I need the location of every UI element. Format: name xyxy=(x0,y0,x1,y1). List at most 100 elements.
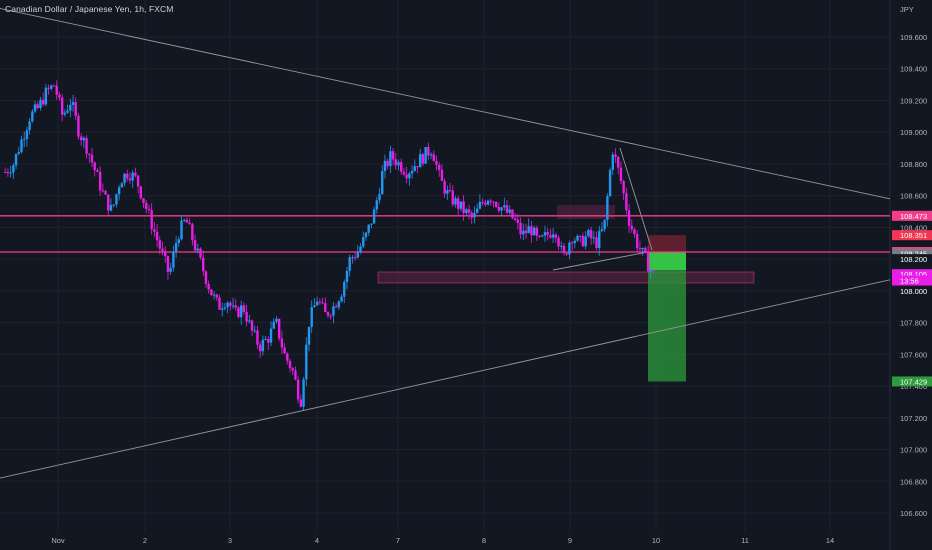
candle-body xyxy=(386,160,389,167)
candle-body xyxy=(446,190,449,194)
candle-body xyxy=(117,187,121,195)
candle-body xyxy=(313,305,316,308)
y-tick-label: 107.400 xyxy=(900,382,927,391)
candle-body xyxy=(448,190,452,192)
price-badge-label: 107.429 xyxy=(900,377,927,386)
candle-body xyxy=(429,154,433,156)
candle-body xyxy=(134,172,137,176)
candle-body xyxy=(456,198,460,209)
candle-body xyxy=(478,201,482,209)
y-tick-label: 107.000 xyxy=(900,446,927,455)
y-tick-label: 108.800 xyxy=(900,160,927,169)
candle-body xyxy=(600,229,604,231)
candle-body xyxy=(280,338,284,348)
candle-body xyxy=(55,85,58,95)
candle-body xyxy=(337,301,341,308)
currency-label: JPY xyxy=(900,5,914,14)
x-tick-label: 4 xyxy=(315,536,319,545)
stop-loss-zone xyxy=(648,235,686,252)
candle-body xyxy=(60,97,64,115)
candle-body xyxy=(627,210,631,226)
candle-body xyxy=(617,156,620,168)
candle-body xyxy=(652,270,655,272)
x-tick-label: 3 xyxy=(228,536,232,545)
candle-body xyxy=(44,87,48,105)
candle-body xyxy=(275,318,278,322)
candle-body xyxy=(443,180,446,194)
candle-body xyxy=(522,230,525,235)
candle-body xyxy=(646,252,650,272)
price-badge xyxy=(892,230,932,241)
price-badge-label: 108.105 xyxy=(900,270,927,279)
take-profit-zone xyxy=(648,251,686,382)
candle-body xyxy=(277,318,281,339)
candle-body xyxy=(370,223,373,225)
candle-body xyxy=(20,139,23,153)
candle-body xyxy=(535,227,539,236)
candle-body xyxy=(12,165,15,173)
x-tick-label: 9 xyxy=(568,536,572,545)
candle-body xyxy=(109,205,113,211)
x-tick-label: 7 xyxy=(396,536,400,545)
candle-body xyxy=(296,379,300,400)
candle-body xyxy=(405,174,408,179)
candle-body xyxy=(459,201,463,209)
candle-body xyxy=(432,154,435,162)
candle-body xyxy=(245,312,248,322)
candle-body xyxy=(212,294,216,296)
candle-body xyxy=(88,153,91,155)
candle-body xyxy=(562,245,566,254)
candle-body xyxy=(158,240,162,249)
candle-body xyxy=(204,271,208,284)
candle-body xyxy=(66,110,69,113)
candle-body xyxy=(150,210,153,230)
candle-body xyxy=(218,297,221,310)
candle-body xyxy=(630,225,633,230)
candle-body xyxy=(202,257,205,272)
y-tick-label: 109.400 xyxy=(900,65,927,74)
candle-body xyxy=(17,152,20,155)
candle-body xyxy=(136,175,140,187)
candle-body xyxy=(364,232,368,238)
candle-body xyxy=(581,235,585,247)
candle-body xyxy=(36,104,39,108)
candle-body xyxy=(98,171,102,191)
candle-body xyxy=(237,307,240,318)
x-tick-label: Nov xyxy=(51,536,65,545)
price-badge xyxy=(892,269,932,280)
candle-body xyxy=(147,208,151,211)
candle-body xyxy=(633,229,636,235)
candle-body xyxy=(63,112,67,115)
price-badge xyxy=(892,275,932,286)
price-badge xyxy=(892,254,932,265)
y-tick-label: 109.600 xyxy=(900,33,927,42)
candle-body xyxy=(74,102,77,116)
candle-body xyxy=(256,330,259,345)
price-badge xyxy=(892,210,932,221)
candle-body xyxy=(391,151,395,160)
candle-body xyxy=(183,219,186,221)
candle-body xyxy=(410,170,414,174)
candle-body xyxy=(96,170,99,172)
candle-body xyxy=(229,302,232,306)
candle-body xyxy=(435,161,438,165)
candle-body xyxy=(438,164,441,170)
candle-body xyxy=(394,159,397,166)
candle-body xyxy=(104,190,107,195)
candle-body xyxy=(155,231,159,241)
candle-body xyxy=(193,240,197,251)
candle-body xyxy=(215,294,218,298)
candle-body xyxy=(592,237,596,239)
candle-body xyxy=(242,305,246,313)
candle-body xyxy=(573,240,577,244)
candle-body xyxy=(378,194,381,201)
price-badge-label: 13:56 xyxy=(900,277,919,286)
candle-body xyxy=(4,171,7,173)
candle-body xyxy=(611,154,614,170)
candle-body xyxy=(381,171,384,195)
candle-body xyxy=(546,232,549,235)
candle-body xyxy=(570,242,574,244)
candle-body xyxy=(329,315,332,317)
